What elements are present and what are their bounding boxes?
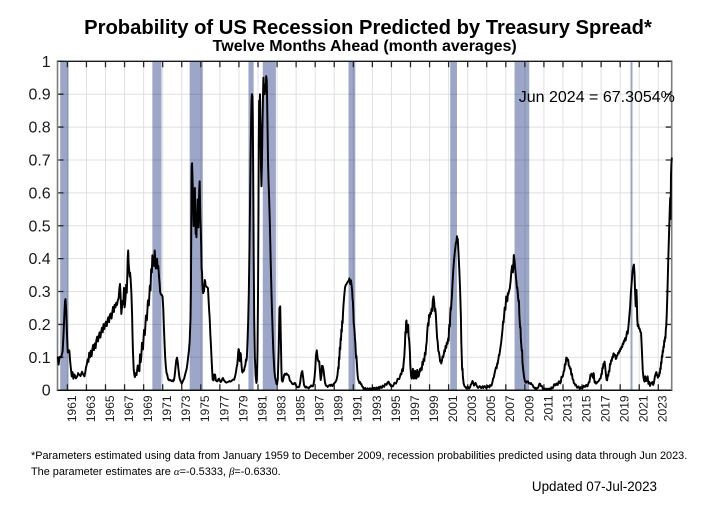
svg-text:1983: 1983 — [274, 395, 288, 422]
svg-text:1981: 1981 — [255, 395, 269, 422]
svg-text:0.8: 0.8 — [28, 120, 50, 137]
svg-text:2001: 2001 — [446, 395, 460, 422]
svg-text:2005: 2005 — [484, 395, 498, 422]
svg-text:0.7: 0.7 — [28, 152, 50, 169]
svg-text:1987: 1987 — [313, 395, 327, 422]
svg-text:1985: 1985 — [294, 395, 308, 422]
svg-text:0.6: 0.6 — [28, 185, 50, 202]
svg-text:1965: 1965 — [103, 395, 117, 422]
svg-text:2017: 2017 — [599, 395, 613, 422]
svg-text:1997: 1997 — [408, 395, 422, 422]
svg-text:1999: 1999 — [427, 395, 441, 422]
svg-text:1969: 1969 — [141, 395, 155, 422]
svg-text:1971: 1971 — [160, 395, 174, 422]
svg-text:0.3: 0.3 — [28, 284, 50, 301]
svg-text:2023: 2023 — [656, 395, 670, 422]
svg-text:1961: 1961 — [65, 395, 79, 422]
svg-text:1973: 1973 — [179, 395, 193, 422]
svg-text:1991: 1991 — [351, 395, 365, 422]
svg-text:1995: 1995 — [389, 395, 403, 422]
svg-text:1979: 1979 — [236, 395, 250, 422]
svg-text:1967: 1967 — [122, 395, 136, 422]
svg-text:0.5: 0.5 — [28, 218, 50, 235]
svg-text:2021: 2021 — [637, 395, 651, 422]
svg-text:1989: 1989 — [332, 395, 346, 422]
svg-text:1993: 1993 — [370, 395, 384, 422]
svg-text:0.4: 0.4 — [28, 251, 50, 268]
svg-text:2009: 2009 — [522, 395, 536, 422]
svg-text:1977: 1977 — [217, 395, 231, 422]
svg-text:2019: 2019 — [618, 395, 632, 422]
svg-text:0.2: 0.2 — [28, 317, 50, 334]
svg-text:0: 0 — [42, 383, 51, 400]
svg-text:2015: 2015 — [579, 395, 593, 422]
svg-text:1975: 1975 — [198, 395, 212, 422]
svg-text:1963: 1963 — [84, 395, 98, 422]
svg-text:2003: 2003 — [465, 395, 479, 422]
svg-text:0.1: 0.1 — [28, 350, 50, 367]
svg-text:2007: 2007 — [503, 395, 517, 422]
svg-text:2011: 2011 — [541, 395, 555, 421]
svg-text:0.9: 0.9 — [28, 87, 50, 104]
svg-text:1: 1 — [42, 54, 51, 71]
svg-text:2013: 2013 — [560, 395, 574, 422]
